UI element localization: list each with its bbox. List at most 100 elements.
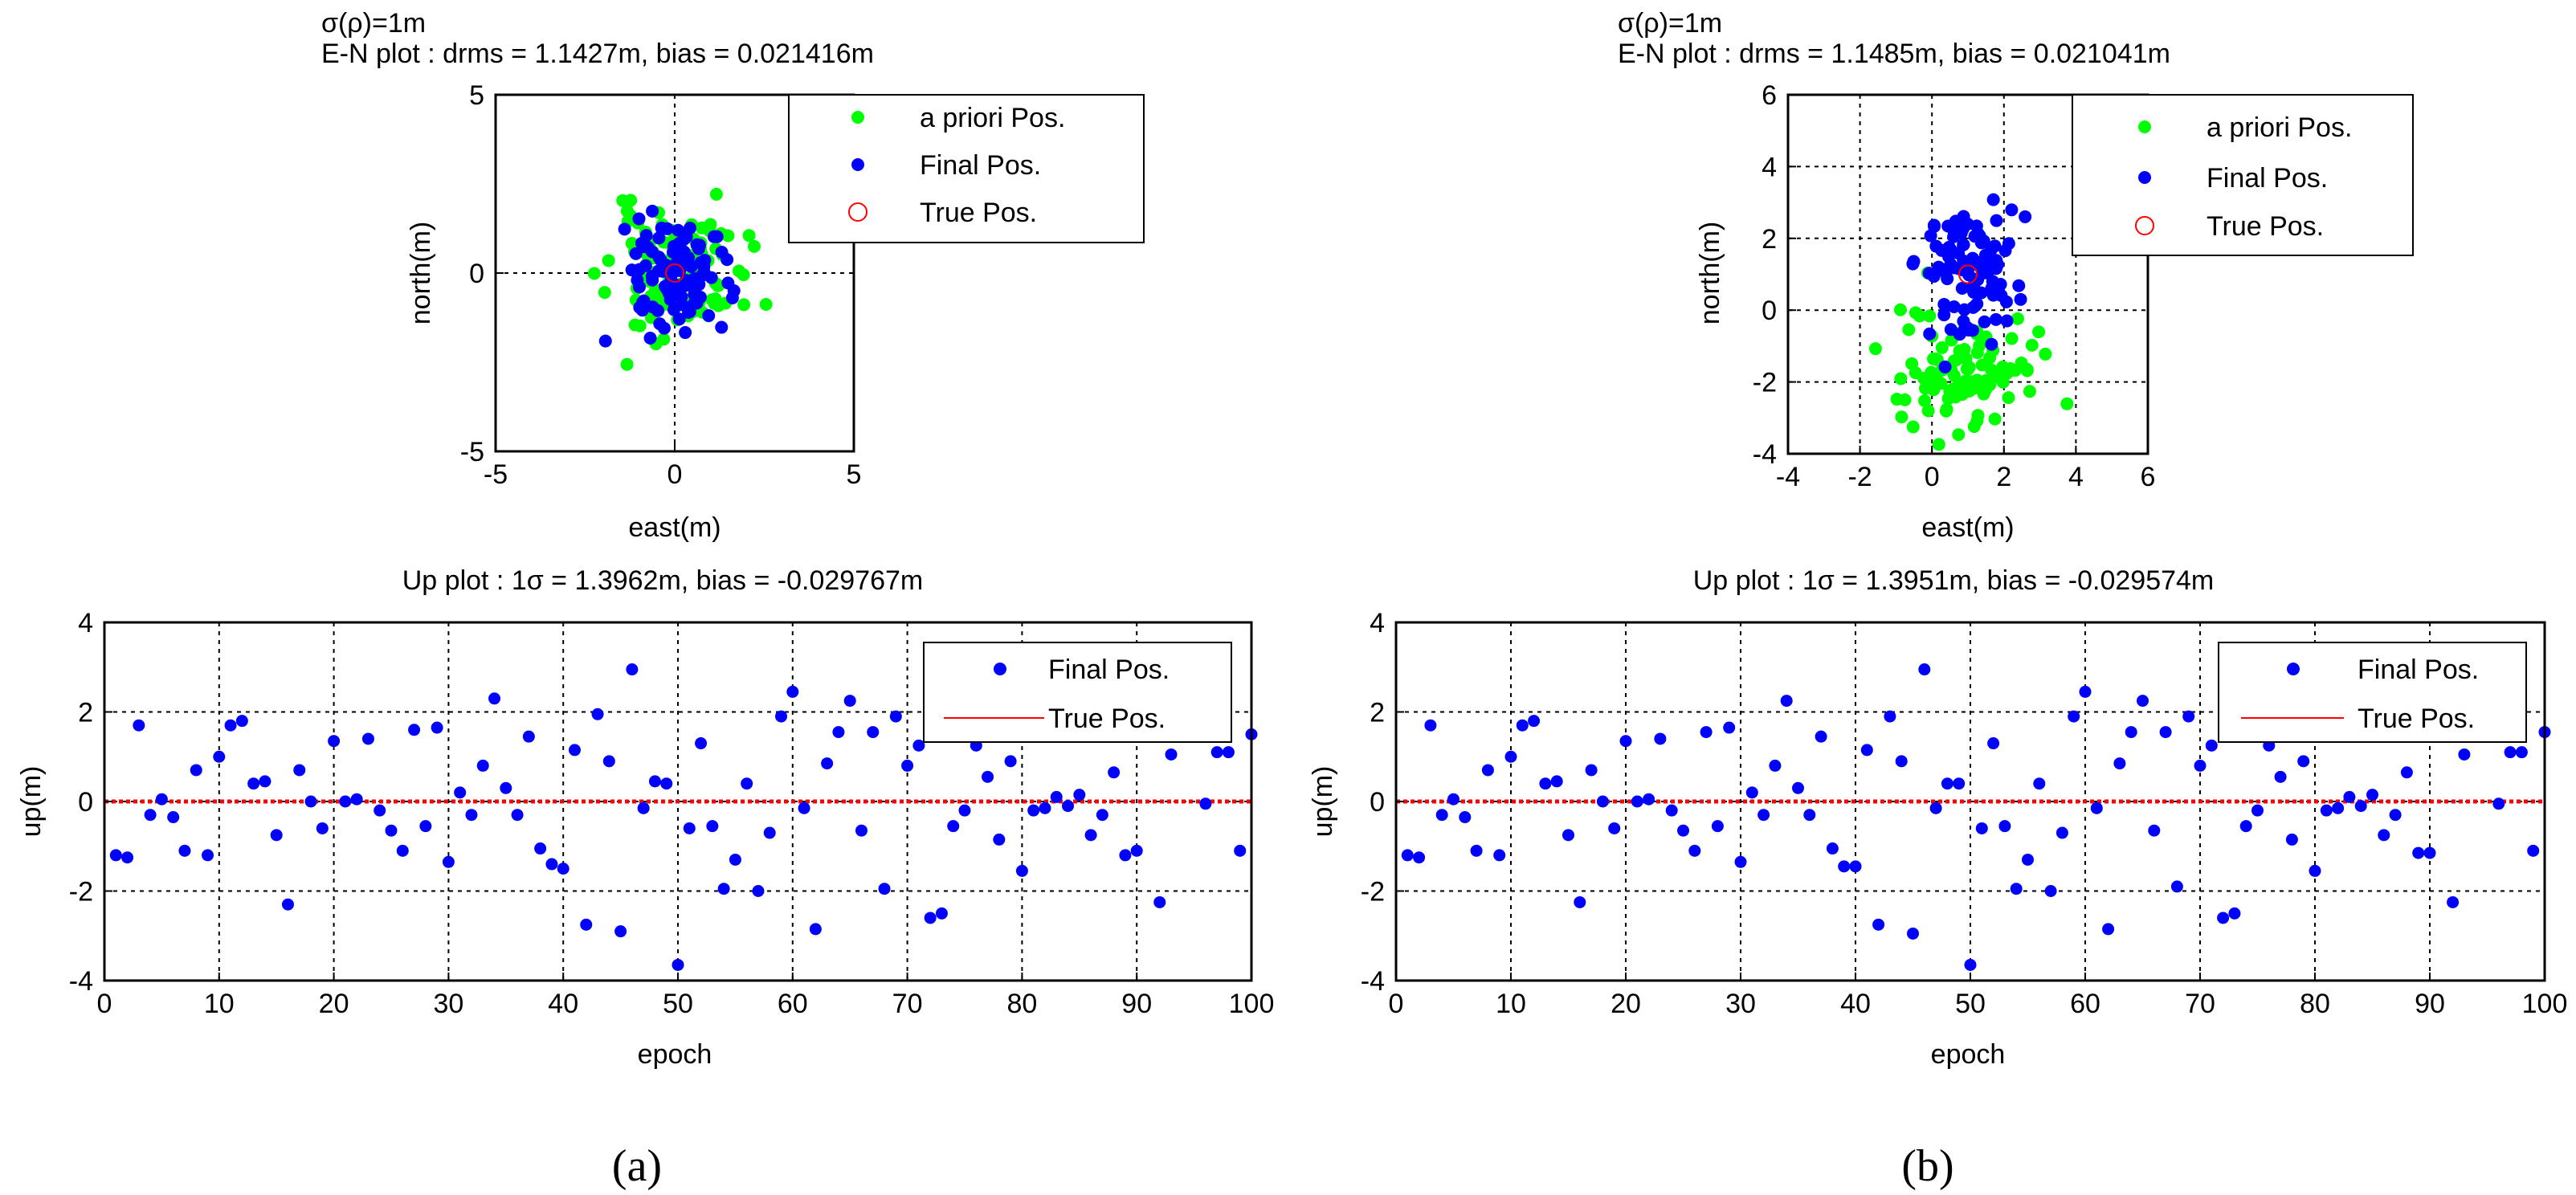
data-point-final [2102,923,2115,936]
data-point-final [2239,820,2252,833]
data-point-final [580,918,593,931]
en-points-a [587,187,773,371]
data-point-final [431,721,443,734]
data-point-final [1769,759,1782,772]
data-point-final [1994,288,2008,302]
data-point-apriori [2005,332,2019,345]
data-point-final [1923,327,1937,341]
data-point-final [2137,695,2149,708]
data-point-apriori [1918,394,1932,407]
data-point-final [1050,790,1063,803]
data-point-final [167,811,180,824]
data-point-final [1849,860,1862,873]
x-tick-label: 2 [1996,462,2011,492]
data-point-final [1119,849,1132,862]
data-point-final [1073,789,1086,801]
data-point-final [2412,846,2425,859]
data-point-final [1459,811,1472,824]
up-plot-b: Up plot : 1σ = 1.3951m, bias = -0.029574… [1308,565,2567,1070]
x-tick-label: 0 [1389,989,1404,1019]
data-point-final [304,795,317,808]
data-point-final [695,737,708,750]
en-legend-label-apriori-b: a priori Pos. [2207,112,2352,143]
data-point-final [1062,800,1075,813]
data-point-final [522,730,535,743]
data-point-final [717,883,730,895]
up-plot-a: Up plot : 1σ = 1.3962m, bias = -0.029767… [16,565,1274,1070]
data-point-final [715,320,729,334]
data-point-apriori [624,194,638,207]
data-point-final [752,885,765,897]
en-title-line2-b: E-N plot : drms = 1.1485m, bias = 0.0210… [1618,39,2170,69]
data-point-final [2010,883,2023,895]
data-point-final [1987,737,2000,750]
data-point-final [1004,755,1017,768]
data-point-final [121,851,134,864]
data-point-apriori [587,267,601,280]
data-point-final [2022,853,2034,866]
data-point-final [706,820,719,833]
data-point-final [704,271,718,284]
data-point-final [843,695,856,708]
data-point-final [1643,793,1655,806]
data-point-final [1401,849,1414,862]
data-point-final [672,312,686,326]
en-xlabel-b: east(m) [1921,512,2014,543]
data-point-final [707,230,721,243]
data-point-final [993,833,1006,846]
data-point-final [2055,826,2068,839]
data-point-final [2297,755,2310,768]
data-point-apriori [2039,347,2052,361]
data-point-final [626,663,639,676]
x-tick-label: 0 [97,989,112,1019]
data-point-final [408,724,421,736]
data-point-final [339,795,352,808]
x-tick-label: 80 [1006,989,1037,1019]
data-point-final [821,757,834,770]
data-point-apriori [1921,404,1935,418]
y-tick-label: 0 [1370,787,1385,818]
data-point-final [684,279,698,292]
data-point-final [202,849,214,862]
data-point-final [2068,710,2080,723]
data-point-final [1947,226,1961,239]
y-tick-label: -4 [1361,966,1385,997]
data-point-final [1815,730,1827,743]
data-point-final [1947,300,1961,314]
data-point-final [1884,710,1896,723]
data-point-final [1964,958,1977,971]
en-title-line1-a: σ(ρ)=1m [321,8,426,39]
data-point-final [465,809,478,822]
data-point-final [679,326,692,340]
data-point-final [2378,829,2390,842]
data-point-final [155,793,168,806]
up-title-b: Up plot : 1σ = 1.3951m, bias = -0.029574… [1693,565,2215,596]
data-point-final [1130,844,1143,857]
data-point-apriori [1923,309,1937,323]
data-point-final [2423,846,2436,859]
data-point-final [1665,804,1678,817]
data-point-apriori [633,319,647,332]
data-point-final [1957,238,1970,251]
x-tick-label: 10 [204,989,235,1019]
data-point-final [1986,193,2000,206]
data-point-final [1222,746,1235,759]
data-point-final [878,883,891,895]
data-point-final [1757,809,1770,822]
data-point-final [350,793,363,806]
data-point-final [534,842,547,855]
data-point-final [947,820,960,833]
x-tick-label: 90 [1121,989,1152,1019]
data-point-final [545,858,558,871]
data-point-final [643,332,657,345]
data-point-final [385,824,398,837]
data-point-final [1504,750,1517,763]
x-tick-label: 70 [892,989,923,1019]
x-tick-label: 5 [847,459,862,490]
data-point-final [1153,895,1166,908]
data-point-final [2309,864,2321,877]
data-point-final [2504,746,2517,759]
data-point-final [1872,918,1885,931]
x-tick-label: -5 [484,459,508,490]
